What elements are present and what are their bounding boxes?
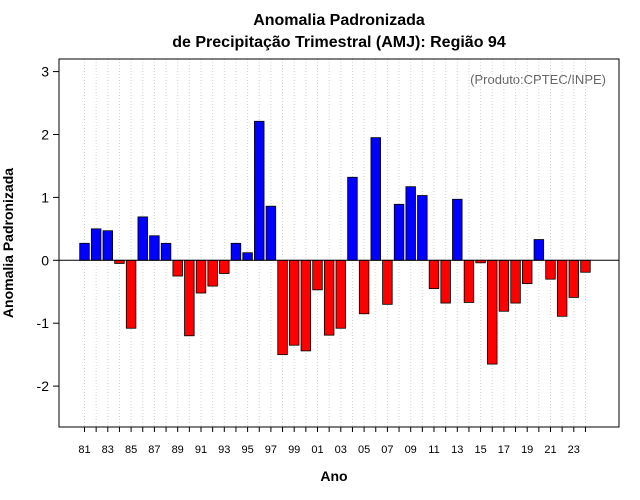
bar-2003	[335, 259, 347, 329]
bar-1988	[160, 242, 172, 261]
bar-1990	[184, 259, 195, 337]
bar-2008	[393, 203, 405, 261]
y-tick-label: -1	[37, 315, 50, 331]
y-tick-label: 2	[41, 126, 49, 142]
bar-2016	[487, 259, 498, 365]
bar-1992	[207, 259, 218, 287]
bar-1983	[102, 230, 114, 261]
x-tick-label: 05	[358, 444, 370, 456]
bar-2009	[405, 186, 416, 261]
x-tick-label: 23	[568, 444, 580, 456]
bars	[79, 120, 591, 365]
bar-1989	[172, 259, 183, 277]
y-axis-title: Anomalia Padronizada	[0, 168, 16, 318]
x-tick-label: 89	[172, 444, 184, 456]
x-tick-label: 87	[148, 444, 160, 456]
x-tick-label: 91	[195, 444, 207, 456]
bar-2014	[463, 259, 475, 303]
bar-2017	[498, 259, 510, 312]
bar-1997	[265, 205, 277, 261]
bar-1995	[242, 252, 253, 261]
bar-1986	[137, 216, 148, 261]
y-tick-label: 3	[41, 64, 49, 80]
x-tick-label: 99	[288, 444, 300, 456]
bar-2013	[452, 198, 463, 261]
bar-2020	[533, 239, 545, 261]
bar-2006	[370, 137, 381, 261]
x-tick-label: 07	[381, 444, 393, 456]
bar-2022	[556, 259, 568, 317]
bar-1998	[277, 259, 288, 356]
bar-1996	[254, 120, 265, 261]
x-tick-label: 93	[218, 444, 230, 456]
x-tick-label: 11	[428, 444, 439, 456]
plot-frame	[58, 58, 620, 428]
bar-2007	[382, 259, 393, 305]
bar-2018	[510, 259, 521, 304]
bar-1991	[195, 259, 207, 294]
x-tick-label: 21	[544, 444, 556, 456]
y-tick-label: 1	[41, 189, 49, 205]
x-tick-label: 17	[498, 444, 510, 456]
x-tick-label: 13	[451, 444, 463, 456]
gridlines	[84, 59, 586, 427]
bar-2024	[580, 259, 591, 273]
x-axis-title: Ano	[320, 468, 347, 484]
bar-2005	[358, 259, 370, 315]
bar-2023	[568, 259, 580, 298]
bar-2021	[545, 259, 556, 280]
bar-1993	[219, 259, 230, 274]
x-tick-label: 01	[311, 444, 323, 456]
chart-title-line-1: Anomalia Padronizada	[253, 12, 425, 29]
x-tick-label: 09	[405, 444, 417, 456]
bar-2001	[312, 259, 323, 291]
bar-2019	[522, 259, 533, 284]
bar-2012	[440, 259, 451, 304]
bar-1985	[125, 259, 137, 329]
x-tick-label: 97	[265, 444, 277, 456]
y-tick-label: 0	[41, 252, 49, 268]
bar-1982	[90, 228, 102, 261]
y-tick-label: -2	[37, 378, 50, 394]
x-tick-label: 85	[125, 444, 137, 456]
bar-1999	[288, 259, 300, 346]
x-tick-label: 83	[102, 444, 114, 456]
bar-2000	[300, 259, 312, 352]
bar-2011	[428, 259, 440, 290]
chart-title-line-2: de Precipitação Trimestral (AMJ): Região…	[172, 34, 506, 51]
bar-1987	[149, 235, 160, 261]
x-tick-label: 03	[335, 444, 347, 456]
bar-1981	[79, 242, 90, 261]
bar-2010	[417, 195, 428, 261]
x-tick-label: 15	[474, 444, 486, 456]
bar-2002	[323, 259, 335, 336]
x-tick-label: 19	[521, 444, 533, 456]
bar-2004	[347, 176, 358, 261]
bar-1994	[230, 242, 242, 261]
x-tick-label: 95	[241, 444, 253, 456]
x-tick-label: 81	[78, 444, 90, 456]
